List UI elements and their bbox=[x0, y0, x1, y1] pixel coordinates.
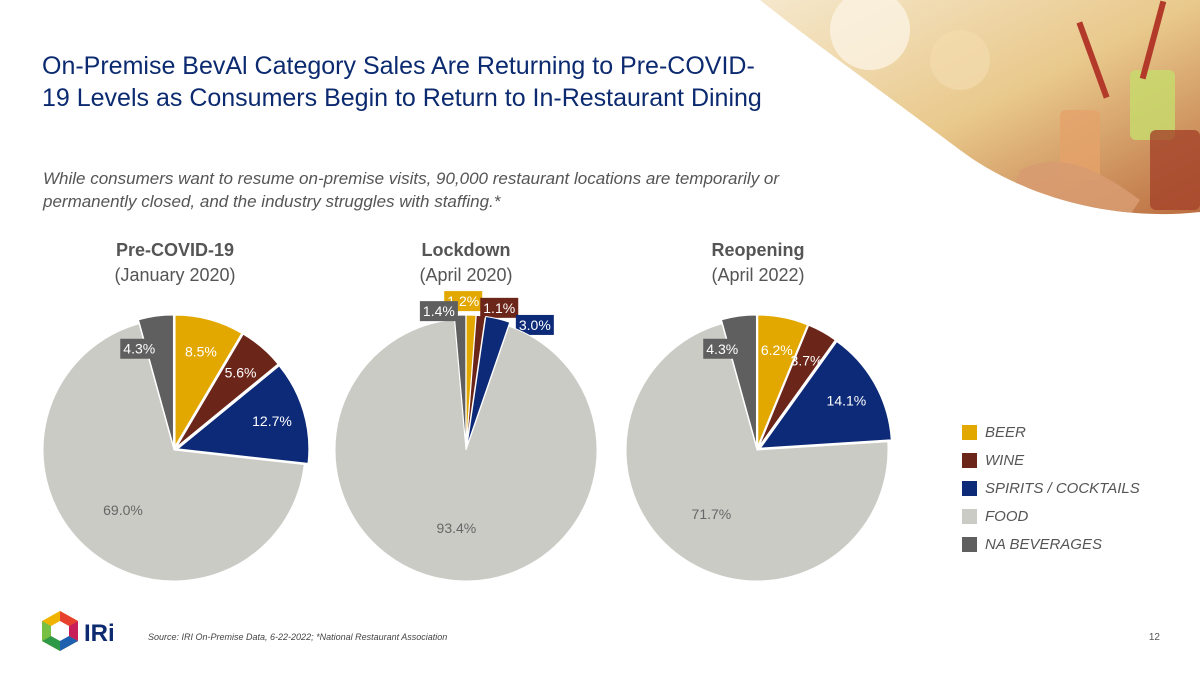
legend-item-na-beverages: NA BEVERAGES bbox=[962, 530, 1140, 558]
data-label-box bbox=[120, 338, 159, 359]
data-label: 4.3% bbox=[123, 341, 155, 357]
data-label: 14.1% bbox=[827, 392, 867, 408]
legend-swatch bbox=[962, 508, 977, 524]
pie-heading-lockdown: Lockdown (April 2020) bbox=[346, 238, 586, 288]
pie-title: Lockdown bbox=[421, 240, 511, 260]
pie-slice-spirits-cocktails bbox=[759, 340, 892, 449]
legend-item-food: FOOD bbox=[962, 502, 1140, 530]
pie-heading-pre-covid: Pre-COVID-19 (January 2020) bbox=[55, 238, 295, 288]
pie-subtitle: (January 2020) bbox=[114, 265, 236, 285]
pie-slice-food bbox=[42, 323, 305, 582]
pie-slice-food bbox=[625, 323, 889, 582]
legend-label: BEER bbox=[985, 423, 1026, 441]
pie-subtitle: (April 2022) bbox=[711, 265, 805, 285]
data-label: 69.0% bbox=[103, 502, 143, 518]
logo-text: IRi bbox=[84, 620, 115, 647]
pie-title: Pre-COVID-19 bbox=[115, 240, 235, 260]
pie-slice-food bbox=[334, 318, 598, 582]
data-label: 3.0% bbox=[519, 317, 551, 333]
data-label: 1.1% bbox=[483, 300, 515, 316]
data-label: 93.4% bbox=[437, 520, 477, 536]
legend-item-spirits: SPIRITS / COCKTAILS bbox=[962, 474, 1140, 502]
data-label-box bbox=[480, 297, 519, 318]
pie-slice-wine bbox=[758, 324, 836, 447]
pie-slice-beer bbox=[174, 314, 243, 448]
pie-subtitle: (April 2020) bbox=[419, 265, 513, 285]
data-label: 4.3% bbox=[706, 341, 738, 357]
legend-swatch bbox=[962, 480, 977, 496]
legend-swatch bbox=[962, 452, 977, 468]
pie-slice-spirits-cocktails bbox=[176, 365, 310, 464]
legend-label: NA BEVERAGES bbox=[985, 535, 1102, 553]
pie-slice-spirits-cocktails bbox=[466, 315, 511, 447]
pie-heading-reopening: Reopening (April 2022) bbox=[638, 238, 878, 288]
data-label-box bbox=[703, 338, 742, 359]
data-label: 71.7% bbox=[692, 506, 732, 522]
pie-slice-wine bbox=[176, 333, 279, 448]
legend-item-beer: BEER bbox=[962, 418, 1140, 446]
data-label: 6.2% bbox=[761, 342, 793, 358]
legend-swatch bbox=[962, 424, 977, 440]
legend-swatch bbox=[962, 536, 977, 552]
data-label: 3.7% bbox=[791, 353, 823, 369]
header-photo bbox=[760, 0, 1200, 215]
data-label: 8.5% bbox=[185, 343, 217, 359]
page-subtitle: While consumers want to resume on-premis… bbox=[43, 169, 780, 211]
legend-label: FOOD bbox=[985, 507, 1029, 525]
page-number: 12 bbox=[1148, 632, 1160, 643]
data-label-box bbox=[419, 301, 458, 322]
data-label: 1.4% bbox=[423, 303, 455, 319]
legend-label: WINE bbox=[985, 451, 1025, 469]
page-title: On-Premise BevAl Category Sales Are Retu… bbox=[42, 52, 762, 112]
data-label-box bbox=[515, 314, 554, 335]
pie-title: Reopening bbox=[711, 240, 805, 260]
legend-label: SPIRITS / COCKTAILS bbox=[985, 479, 1140, 497]
pie-slice-beer bbox=[757, 314, 809, 447]
data-label: 5.6% bbox=[225, 364, 257, 380]
legend: BEER WINE SPIRITS / COCKTAILS FOOD NA BE… bbox=[962, 418, 1140, 558]
iri-logo: IRi bbox=[42, 611, 115, 651]
pie-charts: 8.5%5.6%12.7%69.0%4.3%1.2% 1.1%3.0%93.4%1… bbox=[42, 291, 892, 582]
legend-item-wine: WINE bbox=[962, 446, 1140, 474]
source-note: Source: IRI On-Premise Data, 6-22-2022; … bbox=[148, 632, 448, 642]
data-label: 12.7% bbox=[252, 413, 292, 429]
